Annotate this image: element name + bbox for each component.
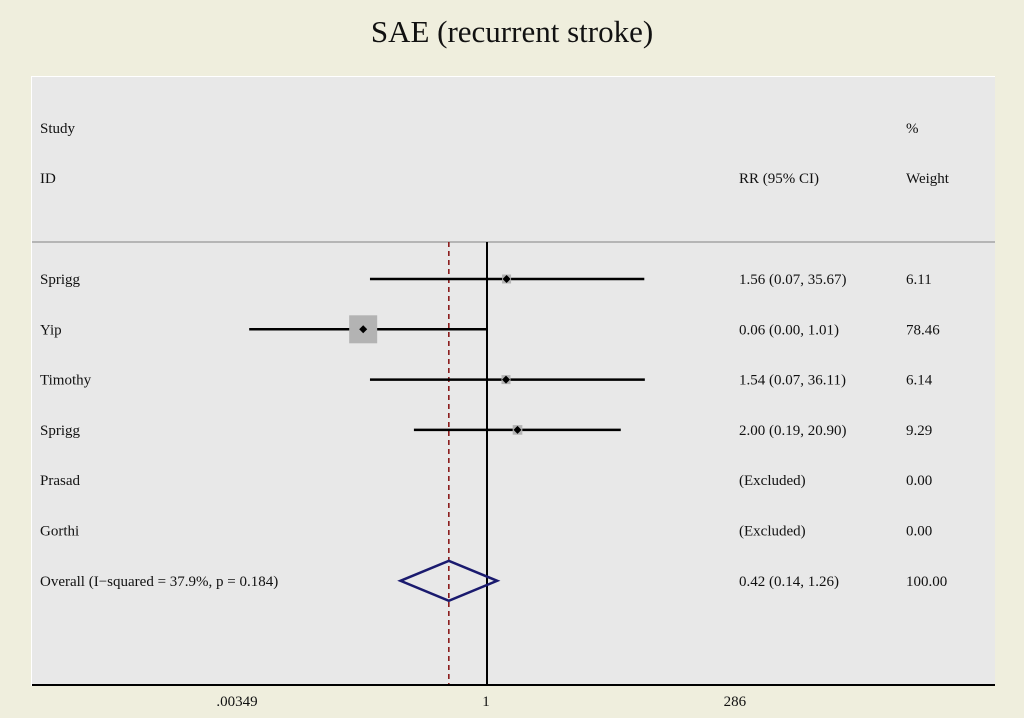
study-weight-text: 9.29 (906, 423, 932, 439)
study-ci-text: 1.56 (0.07, 35.67) (739, 272, 847, 288)
chart-title: SAE (recurrent stroke) (370, 14, 654, 49)
study-point-estimate (513, 425, 522, 434)
header-rr-label: RR (95% CI) (739, 171, 819, 187)
header-weight-label: Weight (906, 171, 950, 187)
overall-weight-text: 100.00 (906, 574, 947, 590)
study-ci-text: (Excluded) (739, 473, 806, 489)
study-ci-text: (Excluded) (739, 524, 806, 540)
header-percent-label: % (906, 121, 919, 137)
study-weight-text: 6.14 (906, 373, 933, 389)
x-tick-label: 286 (724, 694, 747, 710)
overall-ci-text: 0.42 (0.14, 1.26) (739, 574, 839, 590)
study-name: Prasad (40, 473, 80, 489)
study-ci-text: 1.54 (0.07, 36.11) (739, 373, 846, 389)
study-weight-text: 0.00 (906, 524, 932, 540)
study-ci-text: 0.06 (0.00, 1.01) (739, 322, 839, 338)
study-point-estimate (502, 375, 511, 384)
study-ci-text: 2.00 (0.19, 20.90) (739, 423, 847, 439)
study-weight-text: 6.11 (906, 272, 932, 288)
header-id-label: ID (40, 171, 56, 187)
study-name: Sprigg (40, 272, 81, 288)
forest-plot: Study ID RR (95% CI)% Weight Sprigg 1.56 (0.0… (32, 121, 995, 686)
study-weight-text: 0.00 (906, 473, 932, 489)
overall-diamond (397, 559, 501, 603)
plot-area: Study ID RR (95% CI)% Weight Sprigg 1.56 (0.0… (31, 76, 995, 686)
study-weight-text: 78.46 (906, 322, 940, 338)
study-name: Timothy (40, 373, 92, 389)
header-study-label: Study (40, 121, 76, 137)
study-name: Sprigg (40, 423, 81, 439)
study-name: Gorthi (40, 524, 79, 540)
study-name: Yip (40, 322, 62, 338)
study-point-estimate (502, 275, 511, 283)
study-point-estimate (359, 325, 368, 334)
x-tick-label: 1 (482, 694, 490, 710)
x-tick-label: .00349 (216, 694, 257, 710)
overall-label: Overall (I−squared = 37.9%, p = 0.184) (40, 574, 278, 590)
